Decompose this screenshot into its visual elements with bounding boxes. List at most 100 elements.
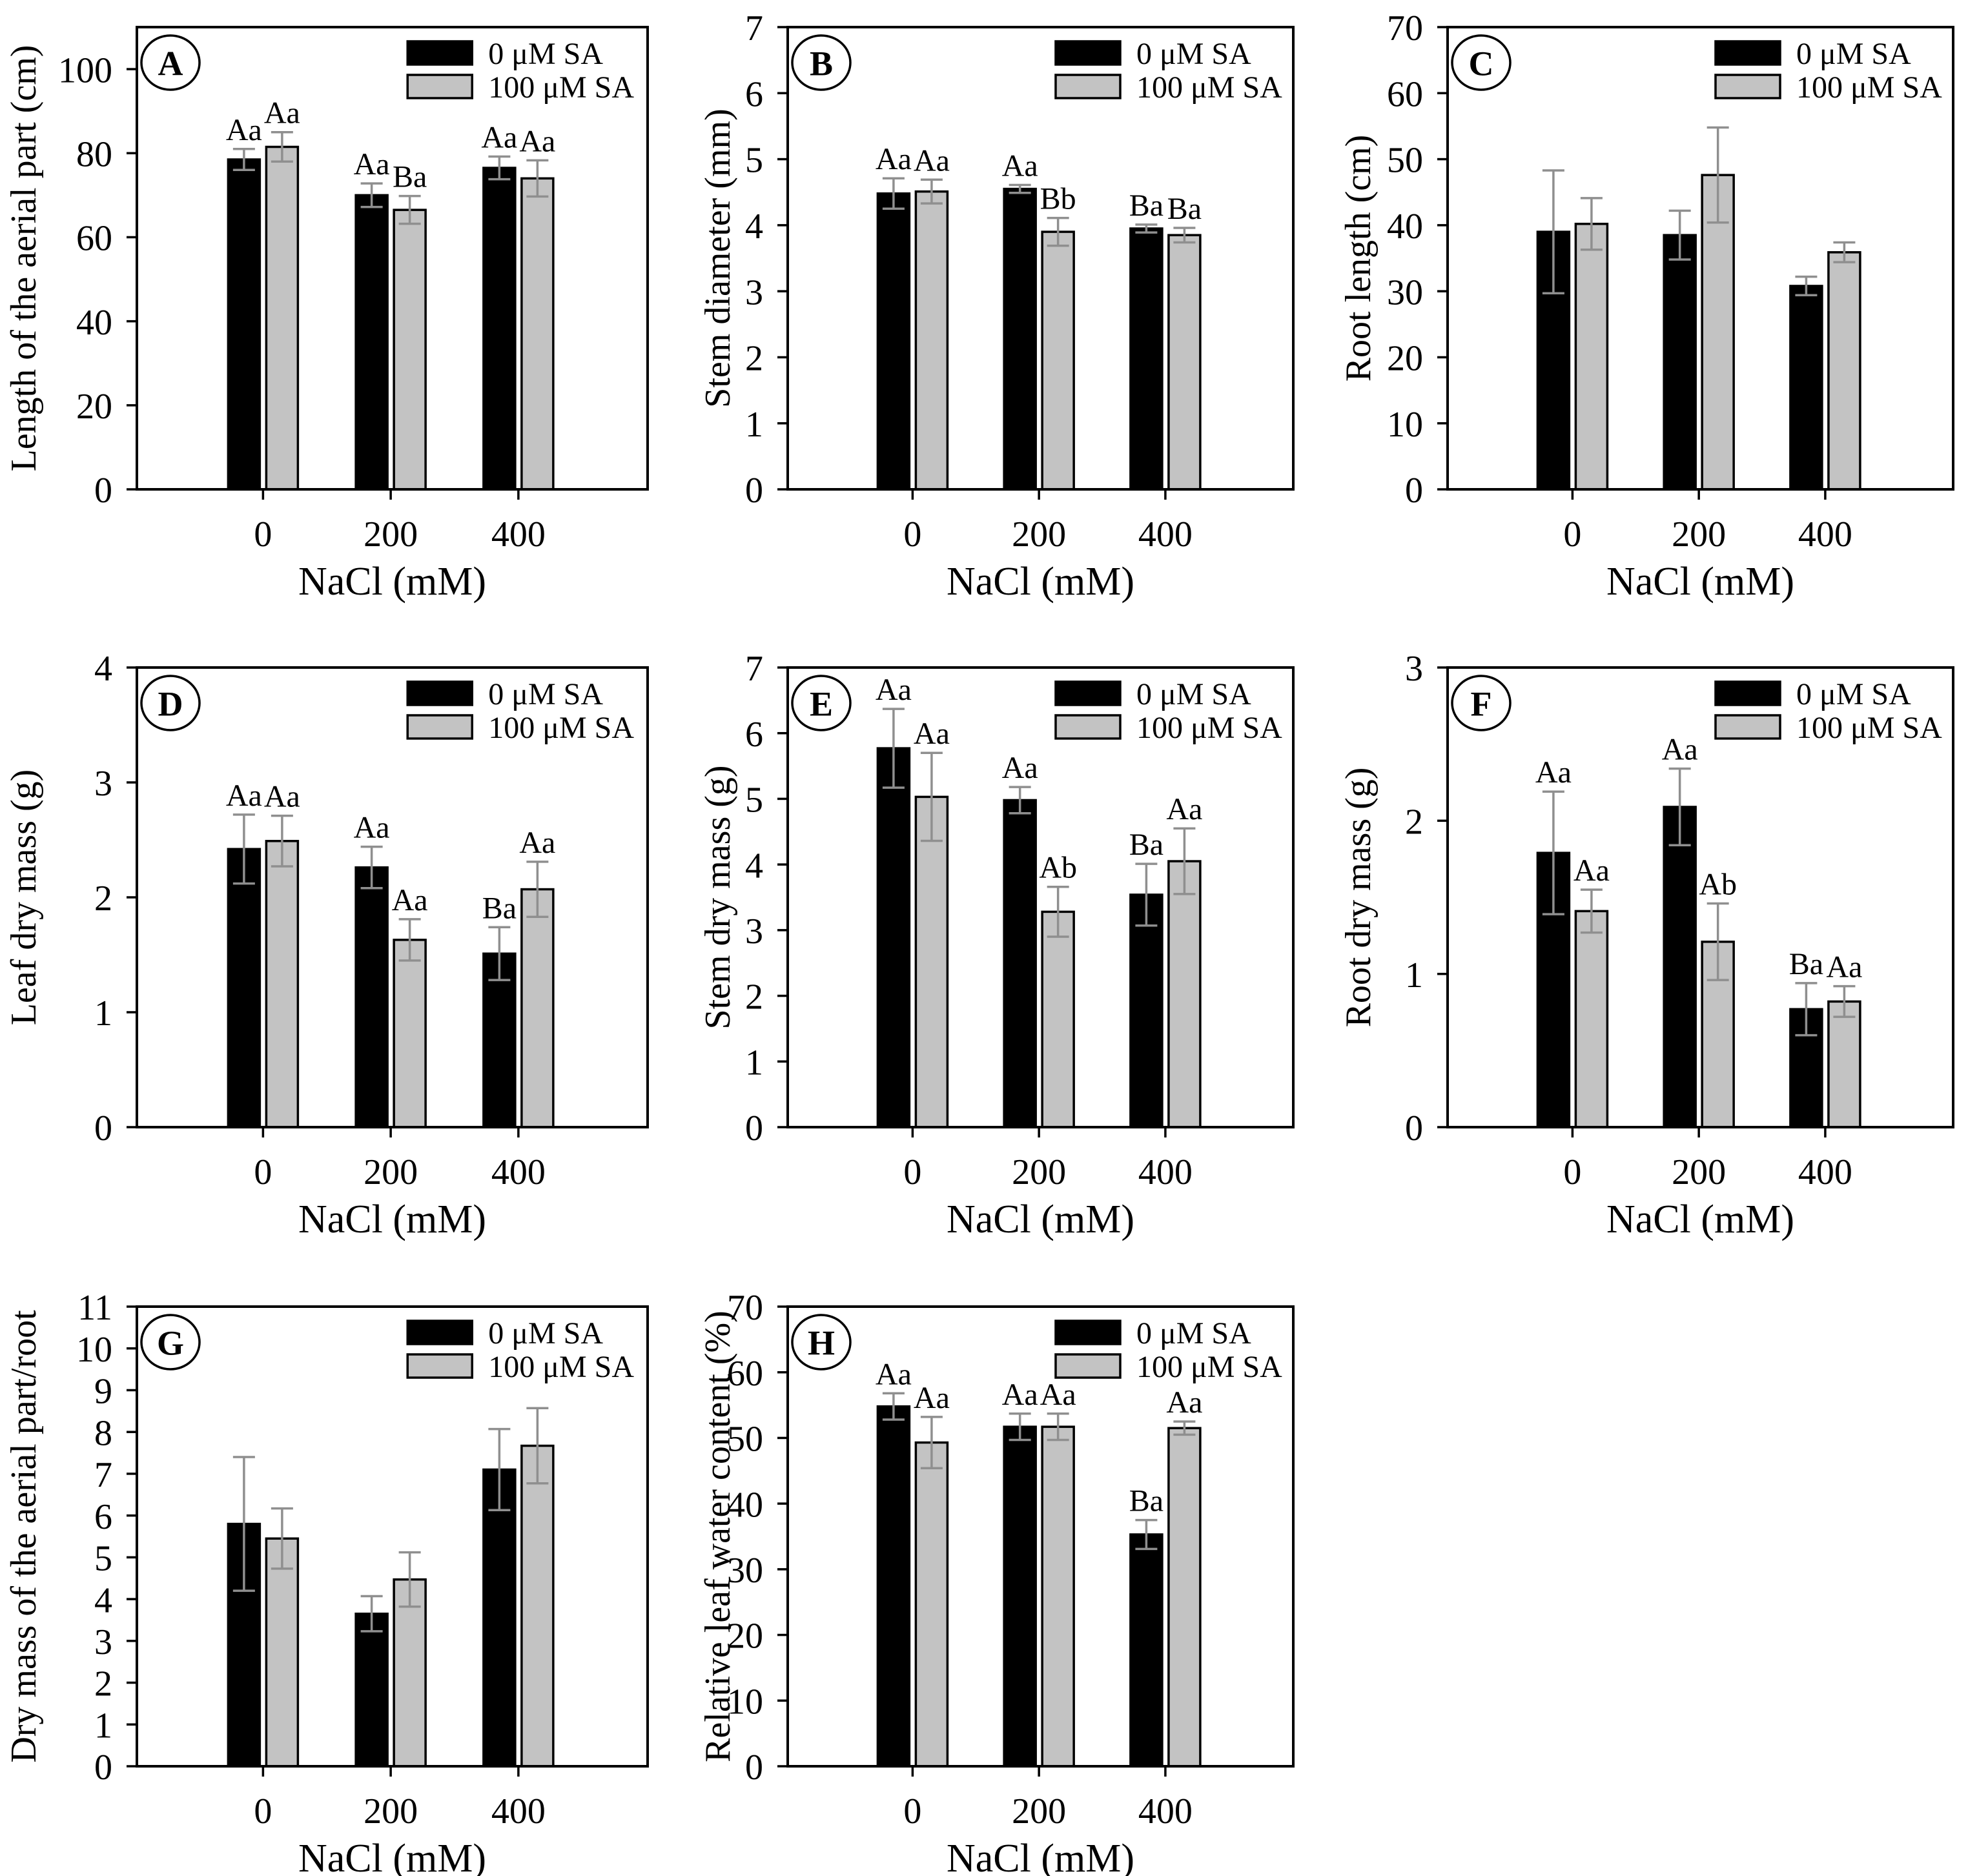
x-axis-title: NaCl (mM) xyxy=(298,560,486,604)
panel-F: 0 1 2 3 0 200 400 NaCl (mM) Root dry mass (g) Aa A… xyxy=(1324,620,1968,1259)
significance-letter: Aa xyxy=(1002,751,1038,785)
x-tick-label: 400 xyxy=(1138,1152,1193,1192)
y-tick-label: 2 xyxy=(745,339,763,379)
y-axis-title: Root length (cm) xyxy=(1338,135,1379,382)
x-tick-label: 200 xyxy=(364,515,418,555)
panel-letter: D xyxy=(158,684,183,723)
significance-letter: Ba xyxy=(1167,192,1202,226)
y-tick-label: 0 xyxy=(745,471,763,511)
panel-letter: G xyxy=(157,1323,184,1362)
bar-black-200mM xyxy=(354,1612,389,1768)
bar-black-200mM xyxy=(1663,234,1697,491)
panel-letter: A xyxy=(158,44,183,83)
bar-gray-400mM xyxy=(1167,234,1202,491)
y-axis-title: Relative leaf water content (%) xyxy=(698,1310,738,1762)
legend-swatch-black xyxy=(406,40,473,66)
significance-letter: Ba xyxy=(393,160,427,194)
bar-black-0mM xyxy=(876,1405,911,1768)
bar-black-0mM xyxy=(876,192,911,491)
significance-letter: Aa xyxy=(1535,755,1572,790)
x-axis-title: NaCl (mM) xyxy=(298,1837,486,1876)
y-tick-label: 60 xyxy=(76,219,112,259)
y-tick-label: 30 xyxy=(1387,272,1423,312)
significance-letter: Aa xyxy=(876,673,912,707)
x-tick-label: 0 xyxy=(1563,1152,1581,1192)
y-tick-label: 0 xyxy=(94,1108,112,1148)
y-tick-label: 50 xyxy=(1387,141,1423,181)
x-tick-label: 200 xyxy=(1012,1152,1066,1192)
panel-letter-circle xyxy=(791,34,852,91)
x-axis-title: NaCl (mM) xyxy=(1606,560,1794,604)
y-tick-label: 0 xyxy=(1405,471,1423,511)
bar-black-200mM xyxy=(1003,187,1037,491)
bar-gray-0mM xyxy=(265,1537,300,1768)
y-tick-label: 0 xyxy=(1405,1108,1423,1148)
bar-gray-0mM xyxy=(914,190,949,491)
y-tick-label: 4 xyxy=(94,1580,112,1620)
y-tick-label: 2 xyxy=(745,977,763,1017)
significance-letter: Aa xyxy=(914,717,950,751)
bar-gray-400mM xyxy=(1167,1427,1202,1768)
significance-letter: Aa xyxy=(354,811,390,845)
y-tick-label: 0 xyxy=(94,471,112,511)
panel-E: 0 1 2 3 4 5 6 7 0 200 400 NaCl (mM) Stem dry mass (g… xyxy=(678,620,1324,1259)
significance-letter: Ba xyxy=(1129,828,1163,862)
panel-D: 0 1 2 3 4 0 200 400 NaCl (mM) Leaf dry mass (g) Aa… xyxy=(0,620,678,1259)
x-tick-label: 400 xyxy=(1798,1152,1852,1192)
bar-black-0mM xyxy=(227,158,261,491)
bar-gray-200mM xyxy=(393,939,427,1128)
x-tick-label: 400 xyxy=(1138,1791,1193,1831)
panel-letter-circle xyxy=(140,675,201,731)
panel-letter: B xyxy=(810,44,833,83)
y-tick-label: 8 xyxy=(94,1413,112,1453)
plot-box xyxy=(786,1305,1295,1768)
significance-letter: Aa xyxy=(1002,1378,1038,1412)
legend-label: 100 μM SA xyxy=(1796,711,1942,745)
y-tick-label: 0 xyxy=(745,1108,763,1148)
legend-swatch-black xyxy=(406,680,473,706)
panel-C: 0 10 20 30 40 50 60 70 0 200 400 NaCl (mM) Root leng… xyxy=(1324,0,1968,620)
x-tick-label: 200 xyxy=(1672,515,1726,555)
legend-swatch-black xyxy=(1054,680,1122,706)
panel-letter-circle xyxy=(791,675,852,731)
significance-letter: Aa xyxy=(876,142,912,176)
bar-gray-0mM xyxy=(1574,910,1609,1128)
x-tick-label: 400 xyxy=(1138,515,1193,555)
plot-box xyxy=(1446,26,1954,491)
panel-letter-circle xyxy=(140,1314,201,1371)
significance-letter: Aa xyxy=(1662,733,1698,767)
y-tick-label: 5 xyxy=(745,780,763,821)
y-tick-label: 70 xyxy=(1387,8,1423,48)
significance-letter: Ba xyxy=(1789,947,1823,981)
legend-label: 100 μM SA xyxy=(1136,711,1282,745)
legend-label: 0 μM SA xyxy=(488,677,603,711)
y-tick-label: 1 xyxy=(745,1043,763,1083)
y-tick-label: 20 xyxy=(727,1616,763,1657)
y-tick-label: 4 xyxy=(745,846,763,886)
significance-letter: Aa xyxy=(226,113,262,147)
legend-label: 100 μM SA xyxy=(488,1350,634,1384)
legend-swatch-black xyxy=(1054,40,1122,66)
bar-gray-200mM xyxy=(1041,910,1075,1128)
y-tick-label: 0 xyxy=(745,1748,763,1788)
x-axis-title: NaCl (mM) xyxy=(947,560,1134,604)
significance-letter: Aa xyxy=(1826,950,1862,984)
significance-letter: Aa xyxy=(264,96,300,130)
panel-letter-circle xyxy=(140,34,201,91)
y-tick-label: 10 xyxy=(76,1330,112,1370)
legend-label: 100 μM SA xyxy=(488,70,634,105)
bar-black-400mM xyxy=(1129,893,1163,1128)
x-tick-label: 400 xyxy=(1798,515,1852,555)
y-tick-label: 4 xyxy=(745,207,763,247)
significance-letter: Aa xyxy=(519,826,555,860)
significance-letter: Aa xyxy=(914,1381,950,1415)
panel-A: 0 20 40 60 80 100 0 200 400 NaCl (mM) Length of th… xyxy=(0,0,678,620)
bar-gray-400mM xyxy=(1827,251,1861,491)
x-tick-label: 200 xyxy=(1012,1791,1066,1831)
bar-gray-400mM xyxy=(520,177,555,491)
bar-black-400mM xyxy=(1789,285,1823,491)
bar-black-400mM xyxy=(482,167,517,491)
